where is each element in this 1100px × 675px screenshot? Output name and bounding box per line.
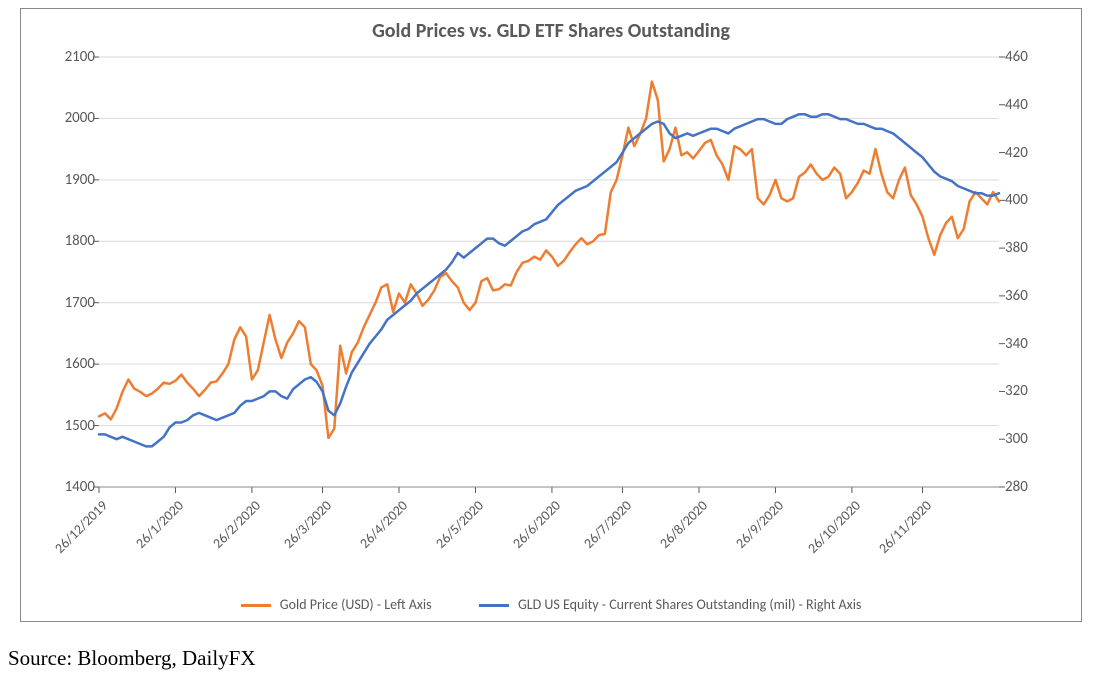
legend-swatch-gold [241,604,271,607]
legend-item-gold: Gold Price (USD) - Left Axis [241,596,432,613]
chart-title: Gold Prices vs. GLD ETF Shares Outstandi… [21,19,1081,43]
legend-swatch-gld [479,604,509,607]
source-text: Source: Bloomberg, DailyFX [8,646,256,671]
legend-label-gld: GLD US Equity - Current Shares Outstandi… [518,596,861,613]
chart-frame: Gold Prices vs. GLD ETF Shares Outstandi… [20,8,1082,622]
chart-container: Gold Prices vs. GLD ETF Shares Outstandi… [0,0,1100,675]
plot-area [99,57,999,487]
legend-label-gold: Gold Price (USD) - Left Axis [280,596,432,613]
legend-item-gld: GLD US Equity - Current Shares Outstandi… [479,596,862,613]
plot-svg [99,57,999,487]
legend: Gold Price (USD) - Left Axis GLD US Equi… [21,596,1081,613]
